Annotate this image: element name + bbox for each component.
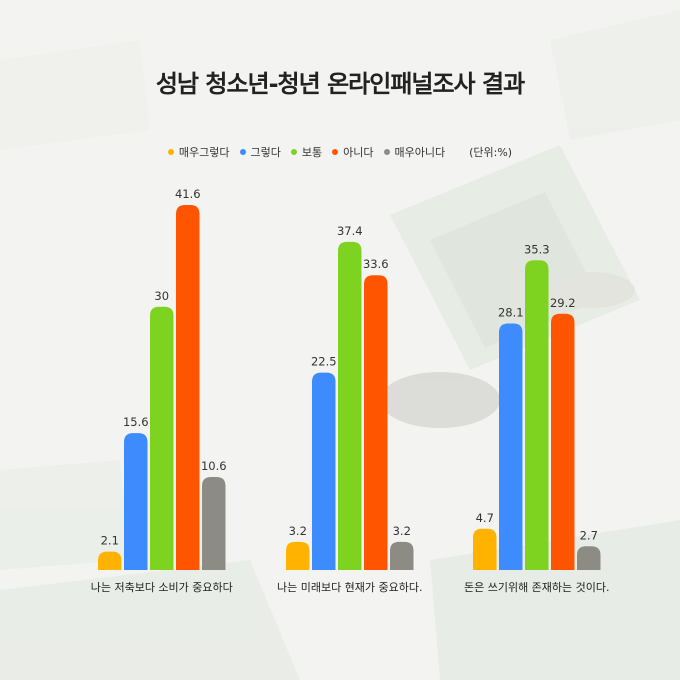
legend: 매우그렇다 그렇다 보통 아니다 매우아니다 (단위:%) [0, 143, 680, 161]
data-label: 28.1 [498, 305, 524, 319]
bar [98, 551, 122, 570]
bar [150, 306, 174, 570]
data-label: 4.7 [476, 511, 494, 525]
data-label: 10.6 [201, 459, 227, 473]
data-label: 35.3 [524, 242, 550, 256]
legend-label: 매우그렇다 [178, 146, 230, 159]
legend-swatch [239, 149, 246, 155]
data-label: 2.7 [580, 528, 598, 542]
bar [312, 372, 336, 570]
legend-item: 아니다 [332, 144, 374, 160]
bar [364, 275, 388, 570]
data-label: 37.4 [337, 224, 363, 238]
data-label: 41.6 [175, 187, 201, 201]
bar [499, 323, 523, 570]
data-label: 33.6 [363, 257, 389, 271]
bar [176, 205, 200, 570]
legend-item: 매우그렇다 [167, 144, 230, 160]
data-label: 2.1 [101, 534, 119, 548]
legend-swatch [167, 149, 174, 155]
legend-swatch [332, 149, 339, 155]
data-label: 3.2 [289, 524, 307, 538]
bar [338, 241, 362, 571]
data-label: 30 [154, 289, 169, 303]
bar [124, 433, 148, 570]
chart-title: 성남 청소년-청년 온라인패널조사 결과 [155, 70, 525, 98]
bar [577, 546, 601, 570]
legend-swatch [383, 149, 390, 155]
legend-item: 보통 [290, 144, 323, 160]
legend-item: 매우아니다 [383, 144, 446, 160]
data-label: 3.2 [393, 524, 411, 538]
legend-label: 매우아니다 [394, 146, 446, 159]
bar [473, 528, 497, 570]
legend-label: 보통 [301, 146, 323, 159]
category-label: 나는 미래보다 현재가 중요하다. [277, 580, 423, 594]
legend-item: 그렇다 [239, 144, 281, 160]
legend-swatch [290, 149, 297, 155]
data-label: 22.5 [311, 355, 337, 369]
unit-label: (단위:%) [469, 146, 513, 159]
category-label: 돈은 쓰기위해 존재하는 것이다. [464, 580, 610, 594]
bar [202, 476, 226, 570]
legend-label: 아니다 [343, 146, 374, 159]
data-label: 15.6 [123, 415, 149, 429]
bar [390, 541, 414, 570]
legend-label: 그렇다 [250, 146, 281, 159]
bar [286, 541, 310, 570]
bar [551, 313, 575, 570]
data-label: 29.2 [550, 296, 576, 310]
category-label: 나는 저축보다 소비가 중요하다 [91, 580, 233, 594]
bar [525, 260, 549, 570]
